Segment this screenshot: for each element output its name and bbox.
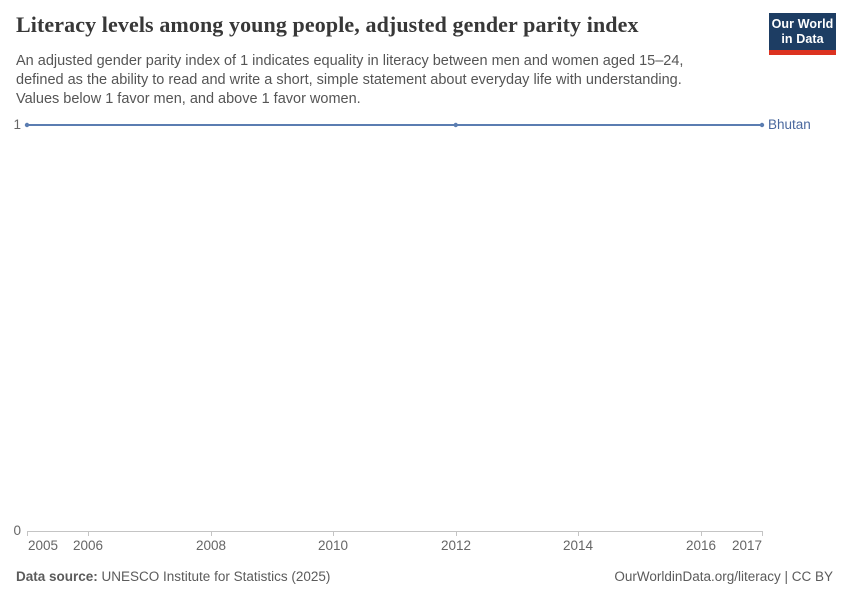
x-axis-tickmark bbox=[578, 532, 579, 536]
x-axis-tick-label: 2012 bbox=[440, 538, 472, 553]
owid-license-link[interactable]: OurWorldinData.org/literacy | CC BY bbox=[614, 569, 833, 584]
data-point-marker[interactable] bbox=[759, 122, 765, 128]
subtitle-line: An adjusted gender parity index of 1 ind… bbox=[16, 53, 684, 69]
page-title: Literacy levels among young people, adju… bbox=[16, 12, 639, 37]
y-axis-tick-label: 0 bbox=[13, 523, 21, 538]
data-source-label: Data source: bbox=[16, 569, 98, 584]
data-source-value: UNESCO Institute for Statistics (2025) bbox=[97, 569, 331, 584]
data-point-marker[interactable] bbox=[24, 122, 30, 128]
y-axis-tick-label: 1 bbox=[13, 117, 21, 132]
x-axis-tick-label: 2017 bbox=[731, 538, 762, 553]
x-axis-tick-label: 2008 bbox=[195, 538, 227, 553]
subtitle-line: Values below 1 favor men, and above 1 fa… bbox=[16, 91, 361, 107]
x-axis-tickmark bbox=[27, 532, 28, 536]
x-axis-line bbox=[27, 531, 763, 532]
x-axis-tickmark bbox=[211, 532, 212, 536]
series-line-bhutan[interactable] bbox=[24, 119, 765, 537]
entity-label-bhutan[interactable]: Bhutan bbox=[768, 117, 811, 132]
data-point-marker[interactable] bbox=[453, 122, 458, 128]
chart-subtitle: An adjusted gender parity index of 1 ind… bbox=[16, 52, 683, 109]
owid-logo-line1: Our World bbox=[771, 17, 834, 31]
owid-logo[interactable]: Our World in Data bbox=[769, 13, 836, 55]
x-axis-tick-label: 2016 bbox=[685, 538, 717, 553]
owid-logo-line2: in Data bbox=[781, 32, 824, 46]
x-axis-tickmark bbox=[456, 532, 457, 536]
x-axis-tick-label: 2005 bbox=[28, 538, 59, 553]
x-axis-tickmark bbox=[762, 532, 763, 536]
x-axis-tickmark bbox=[88, 532, 89, 536]
x-axis-tickmark bbox=[701, 532, 702, 536]
x-axis-tick-label: 2006 bbox=[72, 538, 104, 553]
x-axis-tick-label: 2014 bbox=[562, 538, 594, 553]
x-axis-tick-label: 2010 bbox=[317, 538, 349, 553]
data-source-note: Data source: UNESCO Institute for Statis… bbox=[16, 569, 330, 584]
subtitle-line: defined as the ability to read and write… bbox=[16, 72, 682, 88]
x-axis-tickmark bbox=[333, 532, 334, 536]
